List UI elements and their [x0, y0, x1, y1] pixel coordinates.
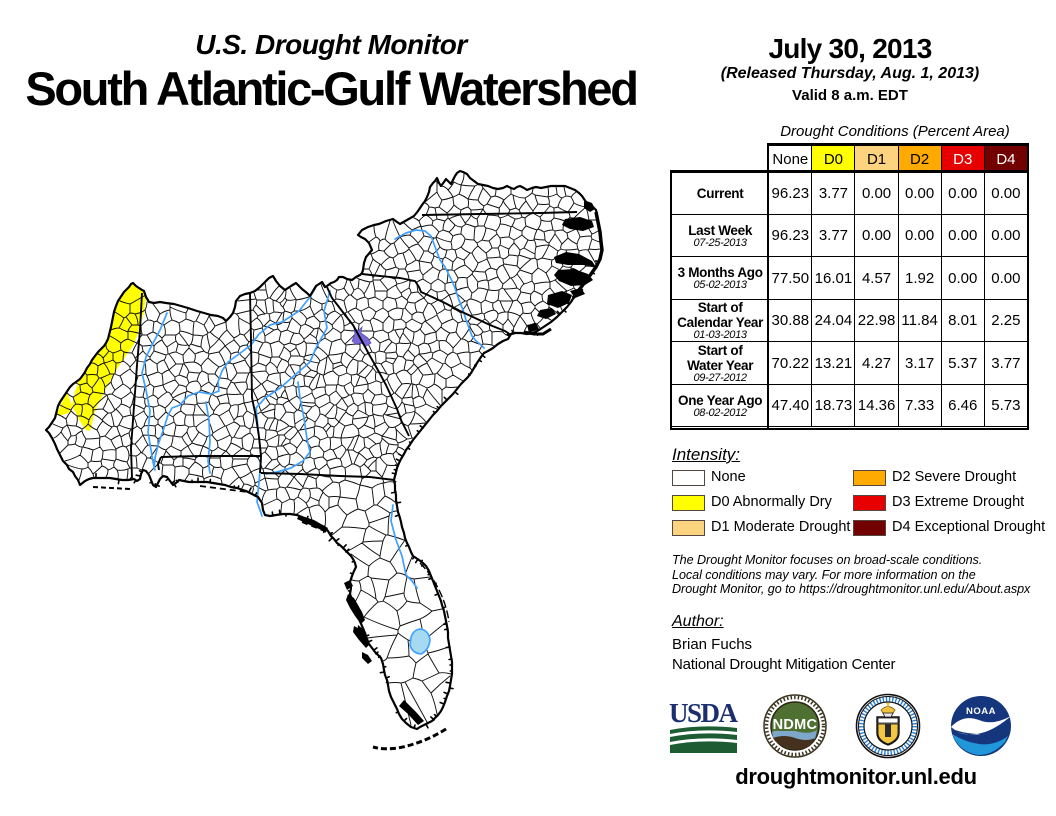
svg-text:NOAA: NOAA [966, 706, 996, 717]
svg-text:USDA: USDA [669, 698, 739, 728]
svg-text:NDMC: NDMC [773, 717, 818, 733]
